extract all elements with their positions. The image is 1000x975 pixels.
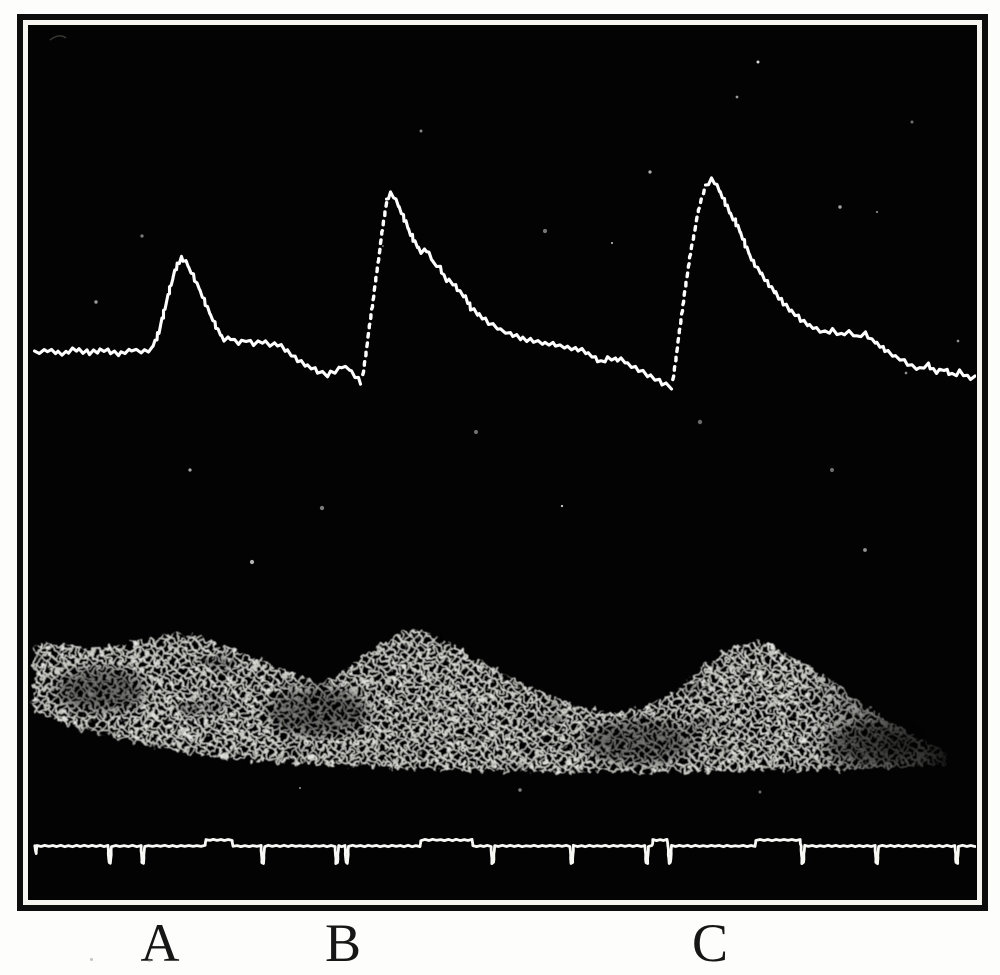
- beat-label-a: A: [140, 913, 180, 973]
- paper-speck: [90, 958, 93, 961]
- recording-field: [28, 25, 977, 900]
- photo-plate-frame: [17, 14, 988, 911]
- paper-speck: [148, 959, 151, 962]
- beat-label-c: C: [691, 913, 729, 973]
- beat-label-b: B: [324, 913, 362, 973]
